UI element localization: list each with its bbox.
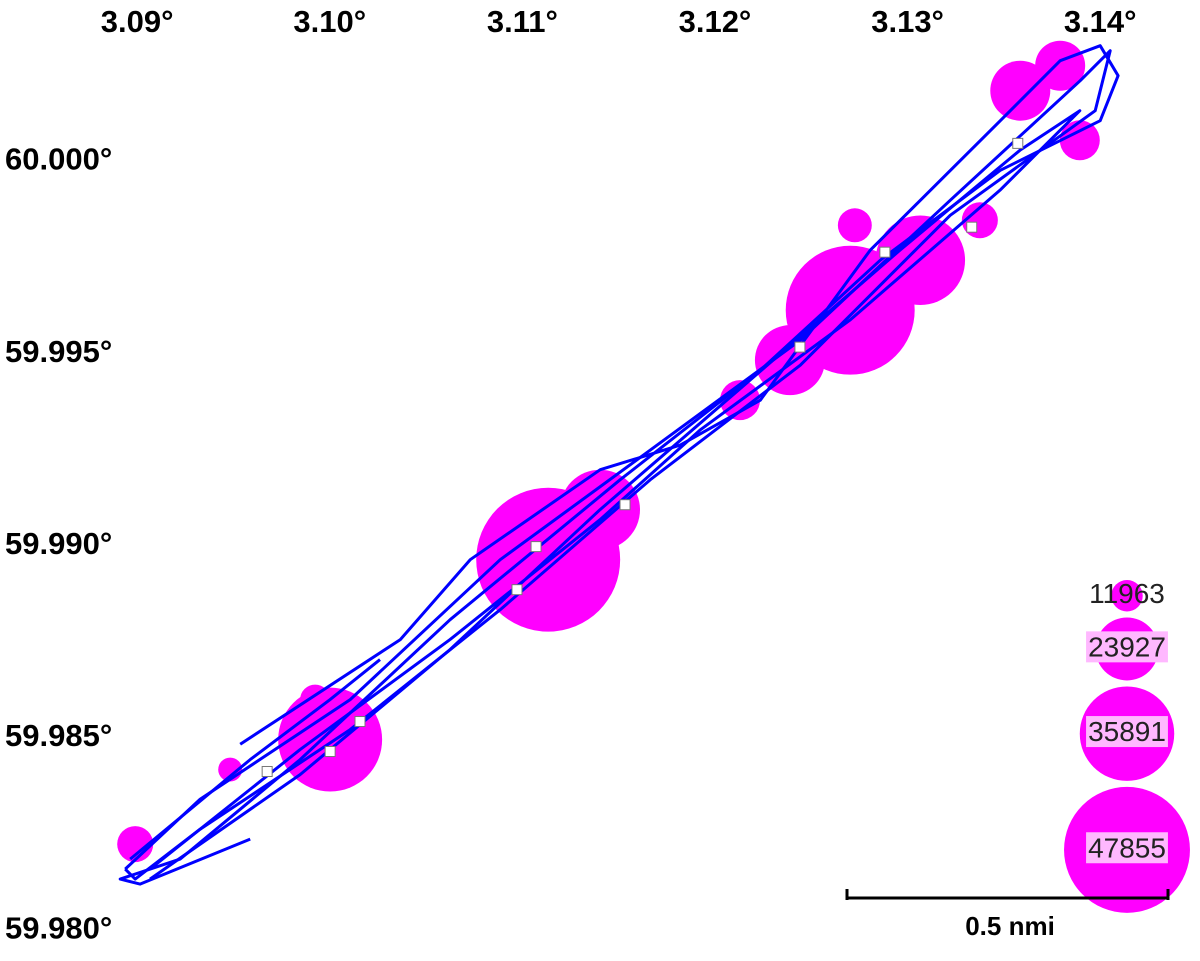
marker — [530, 541, 542, 553]
x-tick-label: 3.11° — [487, 4, 558, 39]
marker — [619, 499, 631, 511]
x-tick-label: 3.09° — [101, 4, 174, 39]
y-tick-label: 60.000° — [5, 142, 112, 177]
x-tick-label: 3.12° — [679, 4, 752, 39]
marker — [794, 341, 806, 353]
x-tick-label: 3.14° — [1064, 4, 1137, 39]
marker — [1012, 137, 1024, 149]
legend-label: 35891 — [1088, 716, 1166, 747]
y-tick-label: 59.990° — [5, 526, 112, 561]
y-tick-label: 59.995° — [5, 334, 112, 369]
scale-bar: 0.5 nmi — [845, 889, 1170, 941]
bubble — [837, 208, 872, 243]
markers — [261, 137, 1024, 777]
legend-label: 47855 — [1088, 832, 1166, 863]
marker — [354, 716, 366, 728]
tick-labels: 3.09° 3.10° 3.11° 3.12° 3.13° 3.14° 60.000° 59.… — [5, 4, 1137, 945]
size-legend: 11963 23927 35891 47855 — [1064, 578, 1190, 913]
legend-bubble — [1111, 580, 1143, 612]
bubble — [278, 687, 383, 792]
track — [129, 658, 381, 861]
track — [149, 109, 1082, 881]
scale-label: 0.5 nmi — [965, 911, 1055, 941]
track — [118, 44, 1120, 886]
marker — [261, 765, 273, 777]
legend-label-bg — [1086, 832, 1168, 864]
marker — [324, 746, 336, 758]
legend-label: 23927 — [1088, 631, 1166, 662]
marker — [511, 584, 523, 596]
bubbles — [117, 40, 1100, 863]
x-tick-label: 3.10° — [293, 4, 366, 39]
x-tick-label: 3.13° — [871, 4, 944, 39]
bubble — [990, 60, 1051, 121]
marker — [879, 246, 891, 258]
legend-label-bg — [1086, 631, 1168, 663]
y-tick-label: 59.985° — [5, 718, 112, 753]
legend-label: 11963 — [1089, 578, 1165, 609]
bubble — [1035, 40, 1086, 91]
y-tick-label: 59.980° — [5, 910, 112, 945]
legend-label-bg — [1086, 716, 1168, 748]
marker — [966, 221, 978, 233]
